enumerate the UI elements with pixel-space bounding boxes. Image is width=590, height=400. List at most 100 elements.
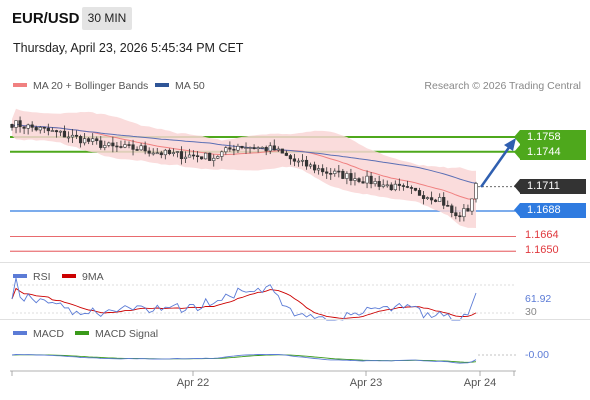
ma20-legend: MA 20 + Bollinger Bands [13, 80, 148, 92]
candle-body [454, 212, 458, 217]
candle-body [256, 147, 260, 150]
rsi-line [11, 277, 477, 321]
candle-body [260, 147, 264, 149]
ma20-legend-label: MA 20 + Bollinger Bands [33, 80, 149, 92]
candle-body [83, 138, 87, 144]
candle-body [200, 156, 204, 160]
candle-body [313, 164, 317, 171]
macd-signal-swatch [75, 331, 89, 336]
symbol-title: EUR/USD [12, 10, 80, 27]
rsi-ma-legend-label: 9MA [82, 271, 104, 283]
candle-body [159, 152, 163, 156]
ma50-line [11, 123, 477, 184]
candle-body [228, 147, 232, 150]
ma50-legend-label: MA 50 [175, 80, 205, 92]
candle-body [308, 164, 313, 167]
candle-body [349, 173, 353, 181]
candle-body [187, 154, 192, 158]
candle-body [127, 144, 131, 146]
support-2-label: 1.1650 [525, 244, 559, 256]
candle-body [143, 145, 147, 152]
candle-body [240, 145, 244, 149]
macd-signal-legend-label: MACD Signal [95, 328, 159, 340]
candle-body [131, 144, 135, 150]
candle-body [337, 170, 341, 173]
candle-body [167, 149, 171, 154]
macd-value: -0.00 [525, 349, 549, 361]
candle-body [22, 126, 26, 129]
candle-body [434, 199, 438, 202]
candle-body [417, 190, 422, 196]
candle-body [10, 124, 14, 128]
candle-body [329, 173, 333, 175]
candle-body [38, 126, 42, 131]
candle-body [381, 184, 385, 187]
candle-body [353, 178, 357, 181]
candle-body [304, 159, 309, 167]
rsi-level-label: 30 [525, 306, 537, 318]
candle-body [78, 136, 83, 144]
candle-body [95, 138, 99, 142]
candle-body [119, 146, 123, 148]
candle-body [466, 208, 470, 212]
candle-body [296, 160, 301, 163]
candle-body [325, 171, 329, 174]
candle-body [425, 197, 430, 199]
candle-body [357, 178, 361, 182]
candle-body [264, 147, 268, 152]
rsi-swatch [13, 274, 27, 279]
candle-body [151, 152, 155, 155]
candle-body [62, 130, 67, 138]
candle-body [413, 187, 418, 191]
candle-body [179, 151, 184, 160]
x-label-apr24: Apr 24 [463, 377, 497, 389]
pivot-tag: 1.1688 [514, 203, 586, 218]
candle-body [397, 183, 401, 186]
rsi-ma-legend: 9MA [62, 271, 104, 283]
resistance-2-tag: 1.1744 [514, 145, 586, 160]
forecast-arrow [479, 145, 512, 188]
candle-body [458, 215, 462, 218]
candle-body [288, 155, 293, 160]
macd-swatch [13, 331, 27, 336]
candle-body [421, 195, 426, 199]
candle-body [208, 152, 212, 161]
forecast-arrow-head [504, 138, 516, 151]
candle-body [74, 134, 79, 137]
copyright-label: Research © 2026 Trading Central [424, 80, 581, 92]
candle-body [14, 120, 18, 128]
candle-body [216, 156, 220, 159]
macd-signal-line [11, 354, 477, 363]
candle-body [236, 145, 240, 151]
datetime-label: Thursday, April 23, 2026 5:45:34 PM CET [13, 41, 244, 55]
candle-body [175, 151, 180, 153]
candle-body [462, 208, 466, 218]
chart-header: EUR/USD 30 MIN [0, 0, 590, 36]
candle-body [272, 145, 276, 151]
candle-body [292, 158, 297, 162]
macd-legend-label: MACD [33, 328, 64, 340]
candle-body [123, 144, 127, 148]
candle-body [54, 130, 58, 133]
candle-body [232, 148, 236, 151]
candle-body [139, 145, 143, 151]
candle-body [450, 205, 454, 213]
candle-body [333, 170, 337, 174]
candle-body [115, 145, 119, 148]
candle-body [321, 168, 325, 173]
candle-body [474, 183, 478, 200]
candle-body [430, 197, 434, 201]
timeframe-button[interactable]: 30 MIN [82, 7, 132, 30]
candle-body [70, 134, 75, 138]
candle-body [212, 157, 216, 161]
macd-legend: MACD [13, 328, 64, 340]
candle-body [196, 155, 200, 157]
candle-body [280, 148, 284, 154]
candle-body [377, 181, 381, 187]
candle-body [470, 198, 474, 212]
candle-body [365, 175, 369, 184]
candle-body [26, 124, 30, 129]
rsi-value: 61.92 [525, 293, 552, 305]
candle-body [103, 145, 107, 148]
